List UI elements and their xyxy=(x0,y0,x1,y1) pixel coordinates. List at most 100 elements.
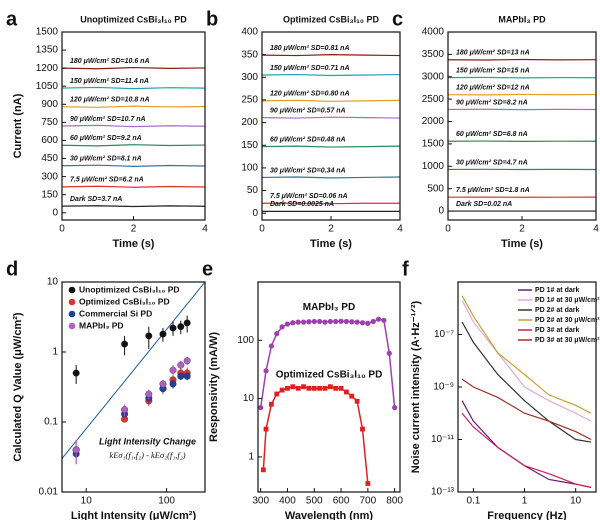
series-label: 30 μW/cm² SD=0.34 nA xyxy=(270,167,346,174)
legend-label: PD 2# at 30 μW/cm² xyxy=(535,317,600,324)
panel-label: f xyxy=(402,258,409,280)
legend-label: Optimized CsBi₃I₁₀ PD xyxy=(79,296,170,306)
x-tick-label: 0.1 xyxy=(466,496,480,507)
series-label: Dark SD=0.0025 nA xyxy=(270,201,334,208)
y-tick-label: 900 xyxy=(41,99,58,110)
x-tick-label: 0 xyxy=(445,224,451,235)
series-label: 7.5 μW/cm² SD=1.8 nA xyxy=(456,187,530,194)
x-tick-label: 2 xyxy=(131,224,137,235)
axes-frame xyxy=(457,281,597,493)
point xyxy=(360,426,365,432)
y-tick-label: 400 xyxy=(241,27,258,38)
y-tick-label: 300 xyxy=(241,72,258,83)
series-label: 7.5 μW/cm² SD=6.2 nA xyxy=(70,177,144,184)
point xyxy=(263,368,269,374)
y-tick-label: 300 xyxy=(41,171,58,182)
legend-label: Unoptimized CsBi₃I₁₀ PD xyxy=(79,284,180,294)
series-line xyxy=(262,54,400,57)
x-axis-label: Wavelength (nm) xyxy=(285,510,374,520)
y-tick-label: 1500 xyxy=(422,139,445,150)
y-axis-label: Noise current intensity (A·Hz⁻¹ᐟ²) xyxy=(410,300,422,473)
series-line xyxy=(62,185,205,188)
point xyxy=(386,350,392,356)
y-tick-label: 10 xyxy=(243,393,255,404)
point xyxy=(359,320,366,326)
y-tick-label: 1200 xyxy=(36,63,59,74)
point xyxy=(258,405,264,411)
point xyxy=(354,319,360,325)
x-tick-label: 600 xyxy=(333,496,350,507)
y-tick-label: 10 xyxy=(47,277,59,288)
point xyxy=(145,332,153,340)
y-tick-label: 1050 xyxy=(36,81,59,92)
point xyxy=(365,320,371,326)
x-tick-label: 300 xyxy=(252,496,269,507)
point xyxy=(392,405,398,411)
point xyxy=(311,318,317,325)
series-line xyxy=(461,295,592,414)
series-line xyxy=(62,205,205,208)
series-line xyxy=(62,105,205,108)
x-tick-label: 800 xyxy=(386,496,403,507)
series-label: 7.5 μW/cm² SD=0.06 nA xyxy=(270,193,348,200)
y-tick-label: 1500 xyxy=(36,27,59,38)
plot-area xyxy=(62,282,205,465)
point xyxy=(177,361,185,369)
legend-label: PD 3# at dark xyxy=(535,327,579,334)
axes-frame xyxy=(61,31,206,221)
series-label: 120 μW/cm² SD=10.8 nA xyxy=(70,97,150,104)
series-line xyxy=(62,86,205,90)
y-tick-label: 100 xyxy=(237,335,254,346)
series-label: 60 μW/cm² SD=0.48 nA xyxy=(270,136,346,143)
y-tick-label: 100 xyxy=(241,163,258,174)
point xyxy=(317,318,323,325)
point xyxy=(159,380,167,388)
series-line xyxy=(262,176,400,179)
point xyxy=(338,318,344,324)
y-tick-label: 1 xyxy=(52,347,58,358)
point xyxy=(354,398,360,404)
series-line xyxy=(62,144,205,147)
point xyxy=(169,380,177,388)
y-tick-label: 2000 xyxy=(422,116,445,127)
y-tick-label: 250 xyxy=(241,95,258,106)
point xyxy=(301,384,306,390)
legend-swatch xyxy=(68,322,76,330)
y-axis-label: Calculated Q Value (μW/cm²) xyxy=(12,312,24,461)
y-tick-label: 500 xyxy=(427,183,444,194)
point xyxy=(349,319,355,325)
y-tick-label: 0.1 xyxy=(44,417,58,428)
series-line xyxy=(259,318,396,408)
reference-line xyxy=(62,282,205,459)
point xyxy=(285,385,290,391)
series-line xyxy=(461,321,592,443)
axes-frame xyxy=(257,281,401,493)
point xyxy=(263,426,269,432)
y-tick-label: 0 xyxy=(52,207,58,218)
point xyxy=(260,467,266,473)
point xyxy=(344,389,349,395)
point xyxy=(333,385,339,391)
point xyxy=(183,319,191,327)
x-axis-label: Frequency (Hz) xyxy=(487,510,567,520)
x-tick-label: 2 xyxy=(519,224,525,235)
series-line xyxy=(62,164,205,167)
point xyxy=(365,481,371,486)
legend-label: PD 1# at 30 μW/cm² xyxy=(535,297,600,304)
point xyxy=(279,387,285,393)
series-label: Dark SD=0.02 nA xyxy=(456,201,512,208)
y-tick-label: 50 xyxy=(247,185,259,196)
series-label: 30 μW/cm² SD=8.1 nA xyxy=(70,156,142,163)
plot-area xyxy=(448,58,596,212)
x-tick-label: 4 xyxy=(397,224,403,235)
y-tick-label: 3500 xyxy=(422,49,445,60)
point xyxy=(381,317,387,323)
y-tick-label: 150 xyxy=(41,189,58,200)
panel-title: MAPbI₃ PD xyxy=(498,14,546,24)
x-tick-label: 4 xyxy=(202,224,208,235)
x-tick-label: 100 xyxy=(158,496,175,507)
point xyxy=(279,324,285,330)
panel-label: e xyxy=(202,258,213,280)
y-tick-label: 750 xyxy=(41,117,58,128)
